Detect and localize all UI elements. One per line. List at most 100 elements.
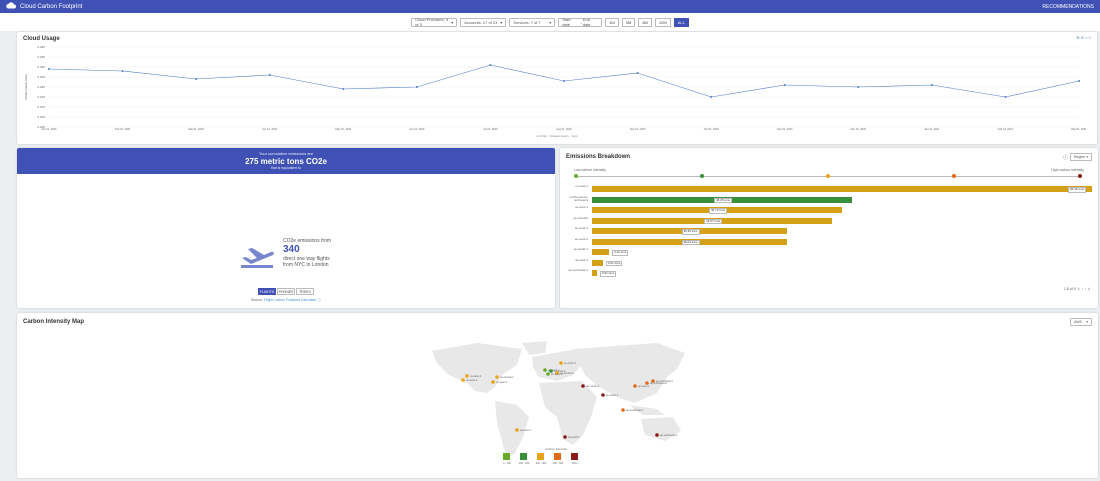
region-marker[interactable] xyxy=(563,435,567,439)
y-tick-label: 0.030 xyxy=(37,65,45,69)
chart-legend[interactable]: ● CO2e Kilowatt Hours Cost xyxy=(536,134,578,138)
data-point[interactable] xyxy=(1078,80,1080,82)
phones-button[interactable]: PHONES xyxy=(277,288,295,295)
legend-swatch xyxy=(554,453,561,460)
chart-toolbar-icons[interactable]: ⊕ ⊖ ⌂ ≡ xyxy=(1076,35,1091,40)
breakdown-bar[interactable] xyxy=(592,249,609,255)
breakdown-dropdown-value: Region xyxy=(1074,155,1086,159)
chevron-down-icon: ▾ xyxy=(500,19,503,25)
data-point[interactable] xyxy=(415,86,418,88)
range-button-12m[interactable]: 12M xyxy=(654,17,671,27)
x-tick-label: Aug 01, 2020 xyxy=(556,127,572,131)
legend-range-label: 400 - 600 xyxy=(552,462,564,465)
data-point[interactable] xyxy=(195,78,198,80)
range-button-1m[interactable]: 1M xyxy=(605,17,619,27)
info-icon[interactable]: ⓘ xyxy=(317,298,322,302)
x-tick-label: Oct 01, 2020 xyxy=(704,127,719,131)
services-select[interactable]: Services: 7 of 7 ▾ xyxy=(509,17,556,27)
cloud-provider-select[interactable]: Cloud Providers: 3 of 3 ▾ xyxy=(411,17,458,27)
first-page-icon[interactable]: |‹ xyxy=(1077,287,1080,291)
app-title: Cloud Carbon Footprint xyxy=(20,3,83,10)
region-marker[interactable] xyxy=(543,368,547,372)
data-point[interactable] xyxy=(268,74,271,76)
stat-suffix-2: from NYC to London xyxy=(283,262,329,268)
trees-button[interactable]: TREES xyxy=(296,288,314,295)
data-point[interactable] xyxy=(783,84,786,86)
data-point[interactable] xyxy=(1004,96,1007,98)
region-marker[interactable] xyxy=(491,380,495,384)
region-label: us-east-1 xyxy=(496,380,507,384)
cloud-logo-icon xyxy=(6,2,16,11)
data-point[interactable] xyxy=(342,88,345,90)
data-point[interactable] xyxy=(636,72,639,74)
legend-swatch xyxy=(537,453,544,460)
hero-post-text: that is equivalent to xyxy=(270,166,302,170)
breakdown-bar[interactable] xyxy=(592,186,1092,192)
map-title: Carbon Intensity Map xyxy=(23,319,85,325)
range-button-6m[interactable]: 6M xyxy=(638,17,652,27)
bar-value-label: 3.12 tons xyxy=(612,250,629,256)
x-tick-label: Jul 01, 2020 xyxy=(483,127,498,131)
flights-button[interactable]: FLIGHTS xyxy=(258,288,276,295)
data-point[interactable] xyxy=(48,68,50,70)
app-bar: Cloud Carbon Footprint RECOMMENDATIONS xyxy=(0,0,1100,13)
info-icon[interactable]: ⓘ xyxy=(1062,155,1068,161)
stat-number: 340 xyxy=(283,244,300,255)
legend-co2e[interactable]: CO2e xyxy=(539,134,547,138)
prev-page-icon[interactable]: ‹ xyxy=(1081,287,1083,291)
breakdown-dropdown[interactable]: Region ▾ xyxy=(1070,153,1092,161)
next-page-icon[interactable]: › xyxy=(1084,287,1086,291)
region-marker[interactable] xyxy=(621,408,625,412)
intensity-scale-dot xyxy=(700,174,704,178)
last-page-icon[interactable]: ›| xyxy=(1087,287,1090,291)
legend-range-label: 200 - 400 xyxy=(535,462,547,465)
recommendations-link[interactable]: RECOMMENDATIONS xyxy=(1042,3,1094,10)
cloud-usage-title: Cloud Usage xyxy=(23,36,60,42)
region-label: sa-east-1 xyxy=(520,428,531,432)
region-marker[interactable] xyxy=(555,371,559,375)
x-tick-label: Dec 01, 2020 xyxy=(851,127,867,131)
region-marker[interactable] xyxy=(515,428,519,432)
low-intensity-label: Low carbon intensity xyxy=(574,168,606,172)
south-america-shape xyxy=(495,401,529,459)
region-marker[interactable] xyxy=(655,433,659,437)
region-marker[interactable] xyxy=(601,393,605,397)
region-marker[interactable] xyxy=(546,372,550,376)
data-point[interactable] xyxy=(857,86,860,88)
range-button-all[interactable]: ALL xyxy=(673,17,689,27)
x-tick-label: Sep 01, 2020 xyxy=(630,127,646,131)
data-point[interactable] xyxy=(121,70,124,72)
range-button-3m[interactable]: 3M xyxy=(621,17,636,27)
region-marker[interactable] xyxy=(495,375,499,379)
x-tick-label: Feb 01, 2021 xyxy=(998,127,1014,131)
region-marker[interactable] xyxy=(633,384,637,388)
breakdown-bar[interactable] xyxy=(592,270,597,276)
data-point[interactable] xyxy=(710,96,713,98)
map-provider-dropdown[interactable]: AWS ▾ xyxy=(1070,318,1092,326)
region-marker[interactable] xyxy=(465,374,469,378)
x-tick-label: Mar 01, 2020 xyxy=(188,127,204,131)
date-range-picker[interactable]: Start date → End date xyxy=(558,17,603,27)
region-marker[interactable] xyxy=(581,384,585,388)
australia-shape xyxy=(641,417,681,441)
hero-headline: 275 metric tons CO2e xyxy=(245,157,327,166)
region-marker[interactable] xyxy=(549,369,553,373)
data-point[interactable] xyxy=(563,80,565,82)
region-label: ap-south-1 xyxy=(606,393,619,397)
region-marker[interactable] xyxy=(645,381,649,385)
pagination: 1-8 of 8 |‹ ‹ › ›| xyxy=(1064,287,1090,291)
accounts-select[interactable]: Accounts: 17 of 23 ▾ xyxy=(460,17,507,27)
legend-kwh[interactable]: Kilowatt Hours xyxy=(549,134,569,138)
data-point[interactable] xyxy=(489,64,492,66)
x-tick-label: Jan 01, 2021 xyxy=(924,127,940,131)
legend-cost[interactable]: Cost xyxy=(571,134,578,138)
y-tick-label: 0.005 xyxy=(37,115,45,119)
region-marker[interactable] xyxy=(461,378,465,382)
data-point[interactable] xyxy=(930,84,933,86)
region-marker[interactable] xyxy=(559,361,563,365)
x-tick-label: Nov 01, 2020 xyxy=(777,127,793,131)
source-link[interactable]: Flight Carbon Footprint Calculator xyxy=(264,298,317,302)
breakdown-bar[interactable] xyxy=(592,259,603,266)
region-marker[interactable] xyxy=(651,379,655,383)
equivalency-stat: CO2e emissions from 340 direct one way f… xyxy=(283,238,363,268)
